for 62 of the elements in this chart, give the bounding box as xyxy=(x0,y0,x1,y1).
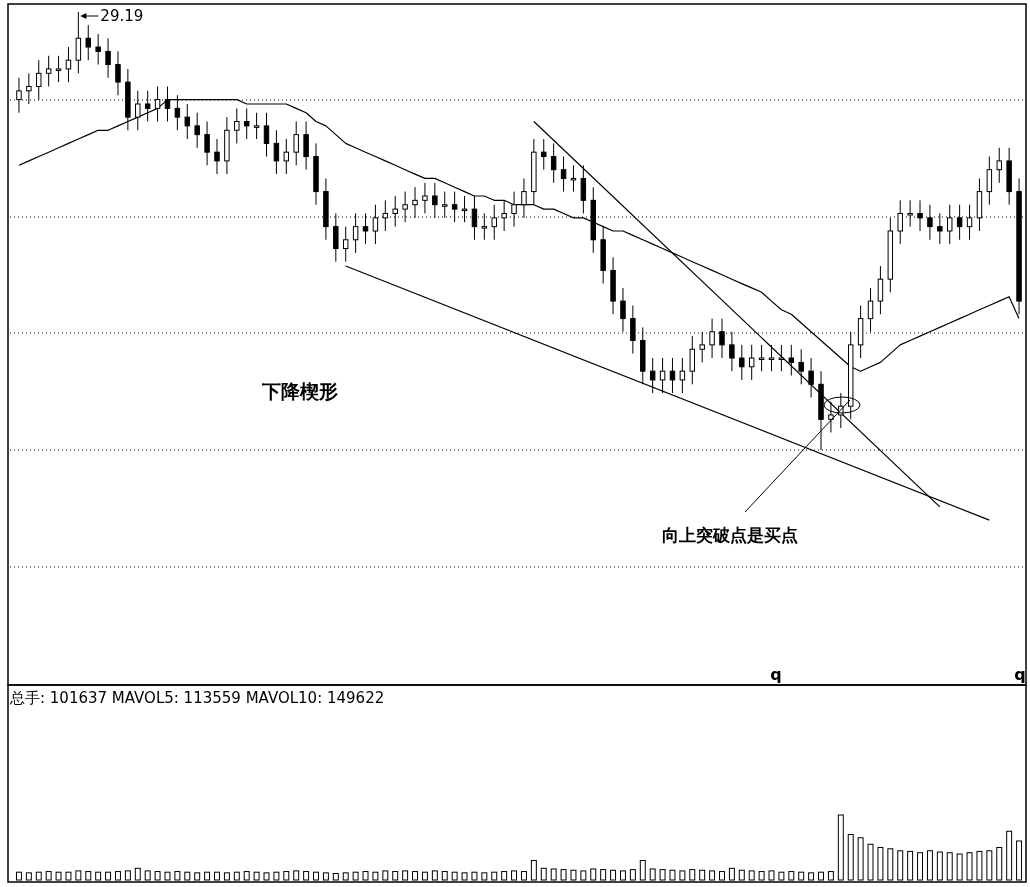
candlestick xyxy=(778,344,785,372)
candlestick xyxy=(451,191,458,223)
candlestick xyxy=(45,55,52,87)
candlestick xyxy=(659,357,666,394)
candlestick xyxy=(234,107,240,144)
candlestick xyxy=(194,112,200,149)
text: 向上突破点是买点 xyxy=(662,525,798,545)
candlestick xyxy=(55,55,62,83)
candlestick xyxy=(877,265,884,315)
candlestick xyxy=(669,357,676,394)
candlestick xyxy=(204,121,210,166)
candlestick xyxy=(828,401,834,433)
candlestick xyxy=(95,33,101,66)
candlestick xyxy=(303,121,309,171)
candlestick xyxy=(105,37,111,79)
candlestick xyxy=(342,226,349,263)
candlestick xyxy=(115,50,121,96)
candlestick xyxy=(293,121,299,166)
text: q xyxy=(1014,665,1026,684)
candlestick xyxy=(739,344,745,381)
candlestick xyxy=(649,357,656,394)
candlestick xyxy=(748,344,755,381)
candlestick xyxy=(550,142,557,184)
candlestick xyxy=(689,335,696,385)
candlestick xyxy=(679,357,686,394)
candlestick xyxy=(283,138,290,175)
candlestick xyxy=(382,199,389,232)
candlestick xyxy=(808,357,814,398)
candlestick xyxy=(501,199,507,232)
candlestick xyxy=(214,138,220,175)
candlestick xyxy=(570,164,577,193)
candlestick xyxy=(917,199,923,232)
candlestick xyxy=(511,191,517,228)
candlestick xyxy=(412,186,418,219)
annotation: 29.19 xyxy=(100,7,144,25)
candlestick xyxy=(699,331,705,363)
text: q xyxy=(770,665,782,684)
candlestick xyxy=(580,164,587,214)
candlestick xyxy=(253,112,260,140)
candlestick xyxy=(897,199,903,245)
candlestick xyxy=(85,24,91,61)
candlestick xyxy=(541,138,547,171)
candlestick xyxy=(560,156,567,193)
candlestick xyxy=(432,182,438,219)
candlestick xyxy=(758,344,765,372)
candlestick xyxy=(996,147,1002,184)
candlestick xyxy=(798,348,804,385)
candlestick xyxy=(709,318,715,359)
candlestick xyxy=(263,112,270,158)
candlestick xyxy=(184,103,191,140)
candlestick xyxy=(422,182,428,214)
candlestick xyxy=(788,344,795,377)
candlestick xyxy=(273,129,280,175)
candlestick xyxy=(65,46,72,83)
candlestick xyxy=(630,304,636,355)
candlestick xyxy=(75,11,82,74)
candlestick xyxy=(243,107,250,140)
candlestick xyxy=(768,344,775,372)
annotation: 下降楔形 xyxy=(261,380,338,402)
candlestick xyxy=(907,199,913,228)
chart-title: 总手: 101637 MAVOL5: 113559 MAVOL10: 149622 xyxy=(9,689,385,707)
candlestick xyxy=(986,156,993,206)
